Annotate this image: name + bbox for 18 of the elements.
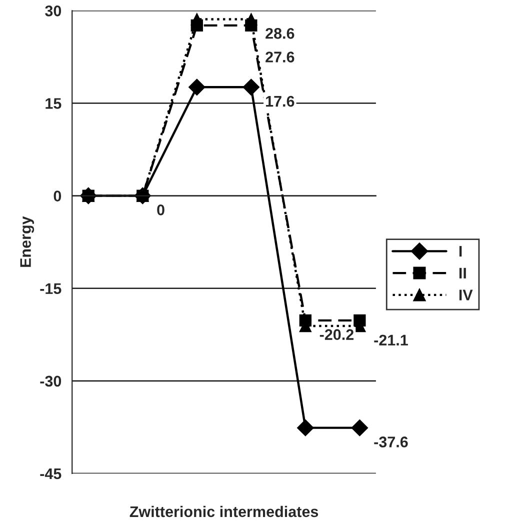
- y-axis-title: Energy: [20, 216, 34, 267]
- data-label: 0: [157, 204, 164, 216]
- x-axis-title: Zwitterionic intermediates: [130, 506, 318, 518]
- legend-label: IV: [459, 290, 473, 300]
- legend-label: II: [459, 268, 466, 278]
- data-label: -37.6: [374, 436, 408, 448]
- data-label: -21.1: [374, 334, 408, 346]
- y-tick-label: 30: [45, 6, 62, 16]
- data-label: 27.6: [266, 52, 294, 62]
- y-tick-label: -15: [40, 283, 62, 294]
- y-tick-label: 0: [54, 190, 62, 202]
- data-label: 17.6: [266, 96, 294, 107]
- legend-label: I: [459, 246, 462, 257]
- y-tick-label: -30: [40, 376, 62, 387]
- data-label: 28.6: [266, 28, 294, 39]
- y-tick-label: -45: [40, 468, 62, 480]
- y-tick-label: 15: [46, 98, 62, 109]
- data-label: -20.2: [320, 329, 354, 340]
